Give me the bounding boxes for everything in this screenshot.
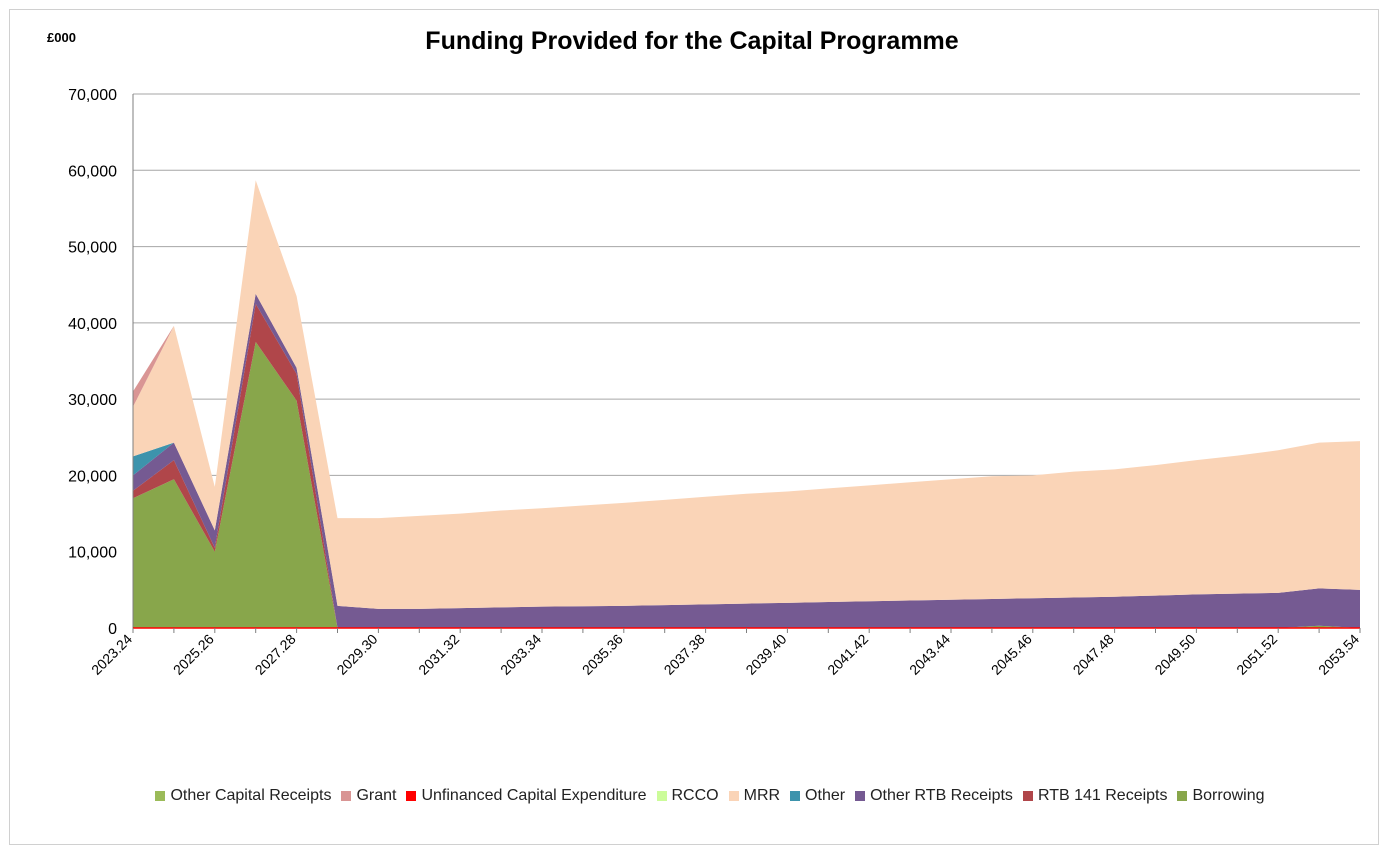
chart-title: Funding Provided for the Capital Program… bbox=[425, 27, 959, 55]
legend-swatch bbox=[155, 791, 166, 801]
legend-item: Borrowing bbox=[1177, 787, 1265, 805]
area-borrowing bbox=[133, 341, 1360, 628]
legend-label: Grant bbox=[356, 787, 397, 804]
y-tick-label: 50,000 bbox=[68, 240, 117, 257]
legend-swatch bbox=[406, 791, 417, 801]
legend-label: RCCO bbox=[671, 787, 719, 804]
legend-item: RTB 141 Receipts bbox=[1022, 787, 1168, 805]
legend-item: MRR bbox=[728, 787, 781, 805]
y-tick-label: 70,000 bbox=[68, 87, 117, 104]
x-tick-label: 2039.40 bbox=[742, 631, 789, 678]
area-rtb-141-receipts bbox=[133, 303, 1360, 628]
x-tick-label: 2025.26 bbox=[170, 631, 217, 678]
x-tick-label: 2047.48 bbox=[1070, 631, 1117, 678]
legend-swatch bbox=[855, 791, 866, 801]
legend: Other Capital Receipts Grant Unfinanced Ca… bbox=[0, 787, 1384, 805]
x-tick-label: 2053.54 bbox=[1315, 631, 1362, 678]
legend-item: Other bbox=[790, 787, 845, 805]
x-tick-label: 2043.44 bbox=[906, 631, 953, 678]
y-tick-label: 40,000 bbox=[68, 316, 117, 333]
legend-swatch bbox=[341, 791, 352, 801]
legend-item: Other Capital Receipts bbox=[155, 787, 331, 805]
x-tick-label: 2045.46 bbox=[988, 631, 1035, 678]
x-tick-label: 2051.52 bbox=[1233, 631, 1280, 678]
legend-item: RCCO bbox=[656, 787, 719, 805]
legend-label: Borrowing bbox=[1192, 787, 1265, 804]
y-tick-label: 10,000 bbox=[68, 545, 117, 562]
x-tick-label: 2029.30 bbox=[333, 631, 380, 678]
legend-swatch bbox=[1177, 791, 1188, 801]
x-tick-label: 2037.38 bbox=[661, 631, 708, 678]
legend-label: MRR bbox=[743, 787, 781, 804]
y-tick-label: 60,000 bbox=[68, 163, 117, 180]
legend-label: Unfinanced Capital Expenditure bbox=[421, 787, 647, 804]
x-tick-label: 2035.36 bbox=[579, 631, 626, 678]
area-mrr bbox=[133, 180, 1360, 609]
y-tick-label: 30,000 bbox=[68, 392, 117, 409]
x-tick-label: 2041.42 bbox=[824, 631, 871, 678]
y-tick-label: 20,000 bbox=[68, 468, 117, 485]
legend-swatch bbox=[790, 791, 801, 801]
chart-frame bbox=[9, 9, 1379, 845]
unit-label: £000 bbox=[47, 30, 76, 45]
x-tick-label: 2027.28 bbox=[252, 631, 299, 678]
x-tick-label: 2033.34 bbox=[497, 631, 544, 678]
legend-item: Grant bbox=[341, 787, 396, 805]
legend-item: Other RTB Receipts bbox=[855, 787, 1013, 805]
legend-label: RTB 141 Receipts bbox=[1037, 787, 1168, 804]
y-tick-label: 0 bbox=[108, 621, 117, 638]
area-other-rtb-receipts bbox=[133, 293, 1360, 628]
legend-label: Other RTB Receipts bbox=[870, 787, 1013, 804]
legend-swatch bbox=[728, 791, 739, 801]
legend-label: Other Capital Receipts bbox=[170, 787, 332, 804]
legend-swatch bbox=[656, 791, 667, 801]
legend-label: Other bbox=[805, 787, 846, 804]
legend-item: Unfinanced Capital Expenditure bbox=[406, 787, 647, 805]
x-tick-label: 2031.32 bbox=[415, 631, 462, 678]
legend-swatch bbox=[1022, 791, 1033, 801]
x-tick-label: 2049.50 bbox=[1151, 631, 1198, 678]
